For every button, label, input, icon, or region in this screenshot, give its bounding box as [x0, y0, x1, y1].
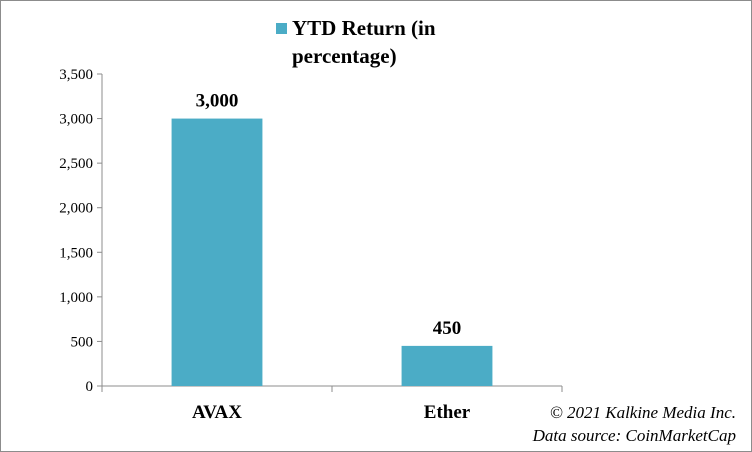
- bar-ether: [401, 345, 493, 386]
- y-tick-label: 1,000: [59, 290, 93, 306]
- y-tick-label: 1,500: [59, 245, 93, 261]
- legend-swatch: [276, 23, 287, 34]
- y-tick-label: 3,500: [59, 67, 93, 83]
- y-tick-label: 3,000: [59, 112, 93, 128]
- y-tick-label: 2,500: [59, 156, 93, 172]
- y-tick-label: 500: [71, 334, 94, 350]
- x-tick-label: Ether: [424, 402, 471, 423]
- x-tick-label: AVAX: [192, 402, 242, 423]
- bar-avax: [171, 118, 263, 387]
- data-source-text: Data source: CoinMarketCap: [532, 426, 736, 445]
- y-tick-label: 2,000: [59, 201, 93, 217]
- data-label: 450: [433, 318, 462, 339]
- legend-label-line1: YTD Return (in: [292, 16, 436, 40]
- data-label: 3,000: [196, 91, 239, 112]
- y-tick-label: 0: [86, 379, 94, 395]
- chart-legend: YTD Return (in percentage): [276, 14, 476, 70]
- legend-label-line2: percentage): [292, 44, 397, 68]
- copyright-text: © 2021 Kalkine Media Inc.: [549, 403, 736, 422]
